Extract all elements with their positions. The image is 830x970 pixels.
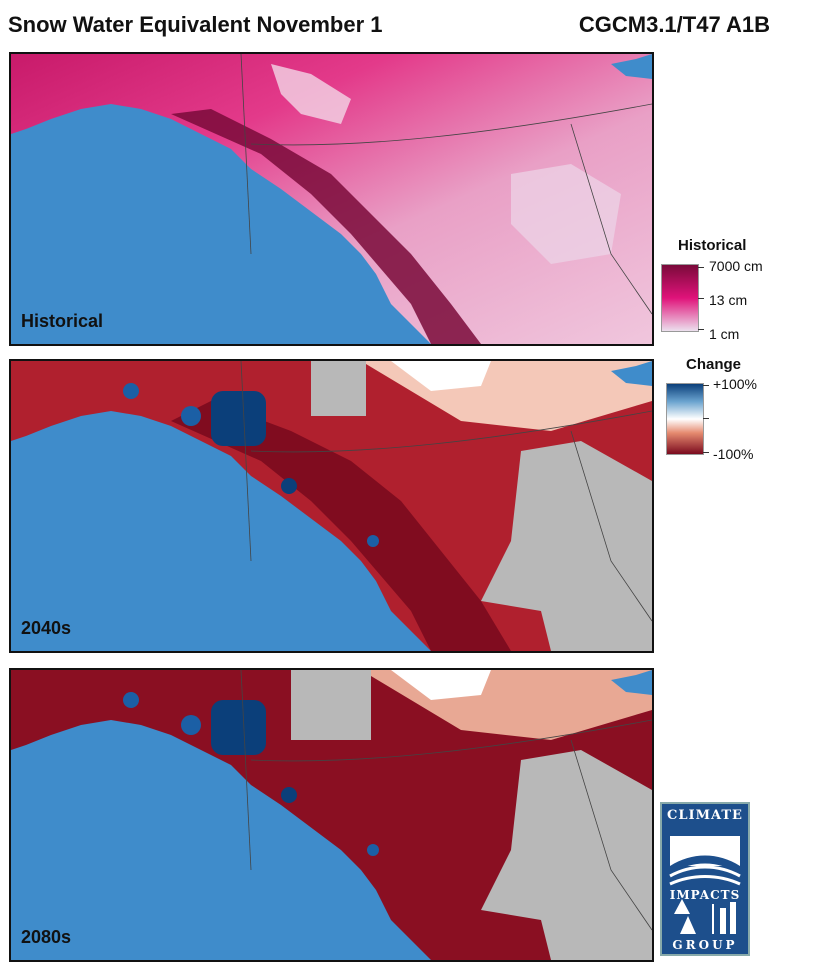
legend-historical-min: 1 cm <box>709 326 740 342</box>
change-map-2040s <box>11 361 652 651</box>
legend-change-colorbar <box>666 383 704 455</box>
no-snow-region <box>311 361 366 416</box>
map-panel-2040s: 2040s <box>9 359 654 653</box>
no-snow-region <box>291 670 371 740</box>
logo-text-bottom: GROUP <box>672 938 738 952</box>
logo-text-middle: IMPACTS <box>669 888 741 902</box>
panel-label-2040s: 2040s <box>21 618 72 638</box>
legend-change-max: +100% <box>713 376 757 392</box>
climate-impacts-group-logo: CLIMATE IMPACTS GROUP <box>660 802 750 956</box>
legend-historical-max: 7000 cm <box>709 258 763 274</box>
no-snow-region <box>481 750 652 960</box>
legend-historical-title: Historical <box>678 237 747 254</box>
increase-region <box>211 391 266 446</box>
legend-change-title: Change <box>686 356 742 373</box>
map-panel-historical: Historical <box>9 52 654 346</box>
map-title: Snow Water Equivalent November 1 <box>8 12 383 37</box>
land-area <box>11 670 652 960</box>
historical-map <box>11 54 652 344</box>
logo-emblem <box>669 836 741 934</box>
increase-region <box>211 700 266 755</box>
map-panel-2080s: 2080s <box>9 668 654 962</box>
model-title: CGCM3.1/T47 A1B <box>578 12 770 37</box>
panel-label-historical: Historical <box>21 311 104 331</box>
legend-historical-colorbar <box>661 264 699 332</box>
legend-historical-mid: 13 cm <box>709 292 748 308</box>
logo-text-top: CLIMATE <box>667 808 743 823</box>
change-map-2080s <box>11 670 652 960</box>
no-snow-region <box>481 441 652 651</box>
legend-change-min: -100% <box>713 446 754 462</box>
panel-label-2080s: 2080s <box>21 927 72 947</box>
